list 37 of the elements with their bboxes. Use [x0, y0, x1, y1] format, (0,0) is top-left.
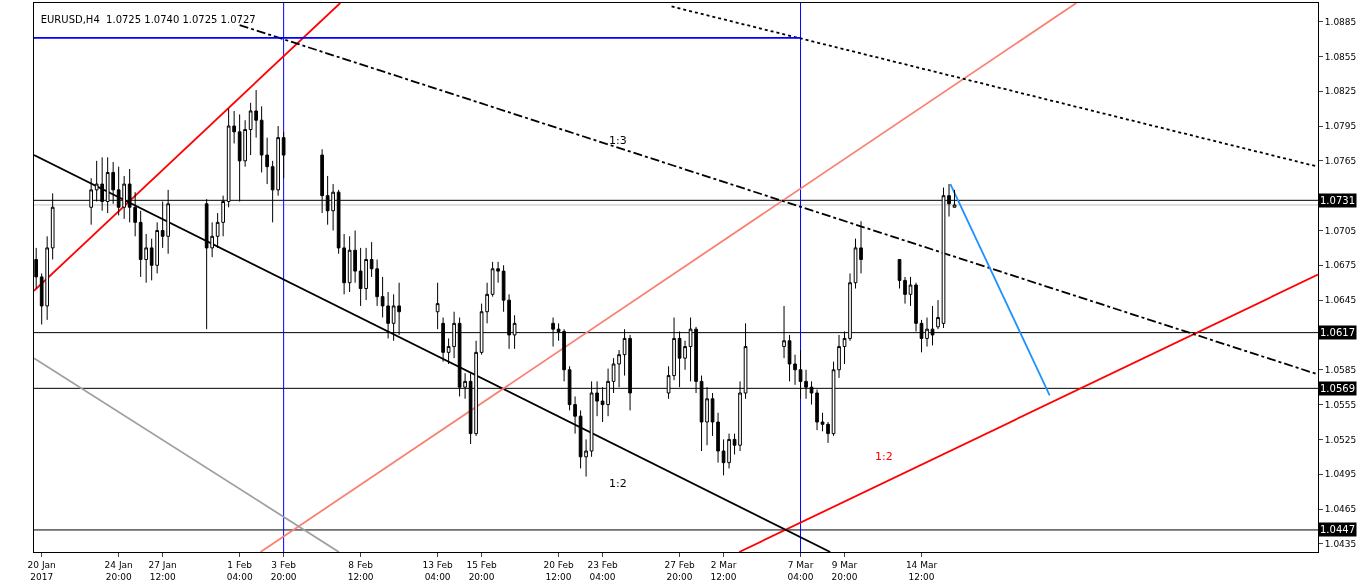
- y-tick-label: 1.0555: [1324, 399, 1357, 410]
- y-tick-label: 1.0465: [1324, 504, 1357, 515]
- y-tick-label: 1.0855: [1324, 51, 1357, 62]
- annotation: 1:2: [609, 477, 627, 490]
- x-tick-label: 7 Mar 04:00: [787, 559, 814, 582]
- ref-line-label: 1.0617: [1320, 327, 1355, 338]
- y-tick-label: 1.0765: [1324, 156, 1357, 166]
- annotation: 1:3: [609, 134, 627, 147]
- x-tick-label: 20 Jan 2017: [27, 559, 56, 582]
- annotation: 1:2: [875, 450, 893, 463]
- x-tick-label: 1 Feb 04:00: [226, 559, 253, 582]
- x-tick-label: 27 Jan 12:00: [148, 559, 177, 582]
- y-tick-label: 1.0585: [1324, 364, 1357, 375]
- x-tick-label: 3 Feb 20:00: [270, 559, 297, 582]
- x-tick-label: 20 Feb 12:00: [543, 559, 574, 582]
- x-tick-label: 9 Mar 20:00: [831, 559, 858, 582]
- y-tick-label: 1.0795: [1324, 121, 1357, 132]
- x-tick-label: 8 Feb 12:00: [347, 559, 374, 582]
- x-tick-label: 15 Feb 20:00: [466, 559, 498, 582]
- text: EURUSD,H4 1.0725 1.0740 1.0725 1.0727: [40, 14, 256, 26]
- y-tick-label: 1.0435: [1324, 539, 1357, 550]
- x-tick-label: 23 Feb 04:00: [587, 559, 618, 582]
- x-tick-label: 27 Feb 20:00: [664, 559, 695, 582]
- y-tick-label: 1.0525: [1324, 434, 1357, 445]
- x-tick-label: 2 Mar 12:00: [710, 559, 737, 582]
- ref-line-label: 1.0569: [1320, 383, 1355, 394]
- x-tick-label: 24 Jan 20:00: [104, 559, 133, 582]
- y-tick-label: 1.0885: [1324, 16, 1357, 27]
- y-tick-label: 1.0675: [1324, 260, 1357, 271]
- x-tick-label: 14 Mar 12:00: [905, 559, 938, 582]
- y-tick-label: 1.0645: [1324, 295, 1357, 306]
- x-tick-label: 13 Feb 04:00: [422, 559, 454, 582]
- ref-line-label: 1.0447: [1320, 524, 1355, 535]
- y-tick-label: 1.0495: [1324, 469, 1357, 480]
- ref-line-label: 1.0731: [1320, 195, 1355, 206]
- y-tick-label: 1.0705: [1324, 225, 1357, 236]
- y-tick-label: 1.0825: [1324, 86, 1357, 97]
